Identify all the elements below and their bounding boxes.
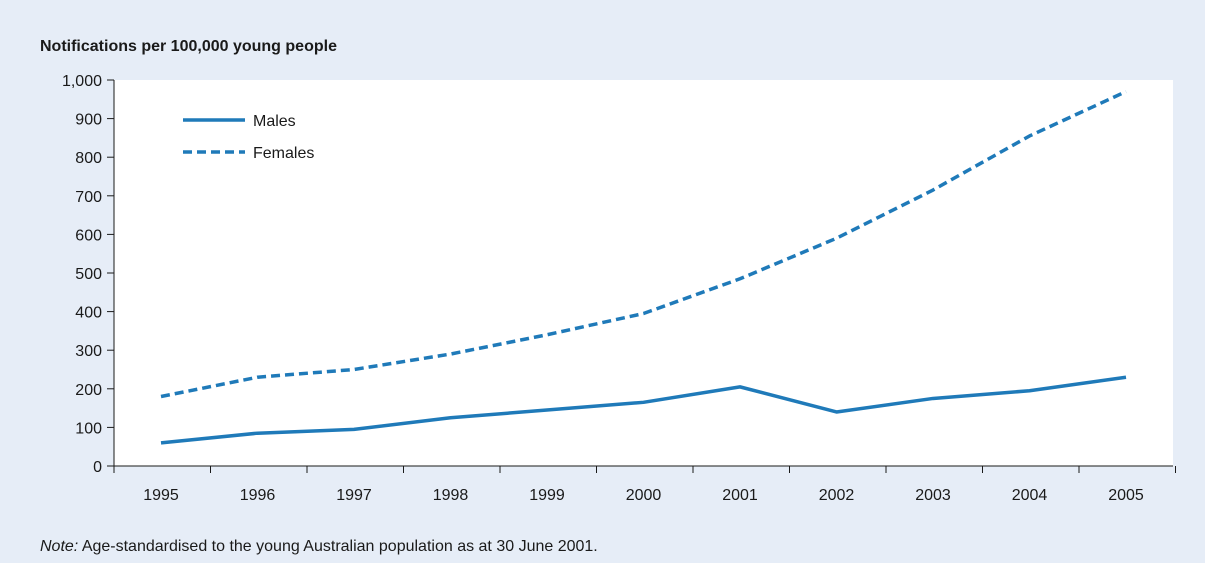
axes: 0 100 200 300 400 500 600 700 800 900 1,000 1995 199… [62,73,1176,504]
y-tick-label: 500 [75,266,102,283]
x-tick-label: 2001 [722,487,758,504]
y-tick-label: 1,000 [62,73,102,90]
y-tick-label: 600 [75,227,102,244]
footnote-text: Age-standardised to the young Australian… [81,538,598,555]
x-tick-label: 2003 [915,487,951,504]
x-tick-label: 1996 [240,487,276,504]
x-tick-label: 2002 [819,487,855,504]
y-tick-label: 300 [75,343,102,360]
footnote: Note: Age-standardised to the young Aust… [40,538,598,556]
y-tick-label: 100 [75,420,102,437]
x-tick-label: 2005 [1108,487,1144,504]
x-tick-label: 1998 [433,487,469,504]
x-tick-label: 2004 [1012,487,1048,504]
legend-label-females: Females [253,145,314,162]
y-tick-label: 800 [75,150,102,167]
plot-area [114,80,1173,466]
chart-title: Notifications per 100,000 young people [40,38,337,55]
x-tick-label: 1999 [529,487,565,504]
y-tick-label: 400 [75,305,102,322]
legend-label-males: Males [253,113,296,130]
y-tick-label: 900 [75,112,102,129]
x-tick-label: 1997 [336,487,372,504]
x-tick-label: 2000 [626,487,662,504]
y-tick-label: 200 [75,382,102,399]
y-tick-label: 0 [93,459,102,476]
y-tick-label: 700 [75,189,102,206]
footnote-label: Note: [40,538,79,555]
series-lines [160,89,1127,445]
x-tick-label: 1995 [143,487,179,504]
legend: Males Females [183,113,314,162]
